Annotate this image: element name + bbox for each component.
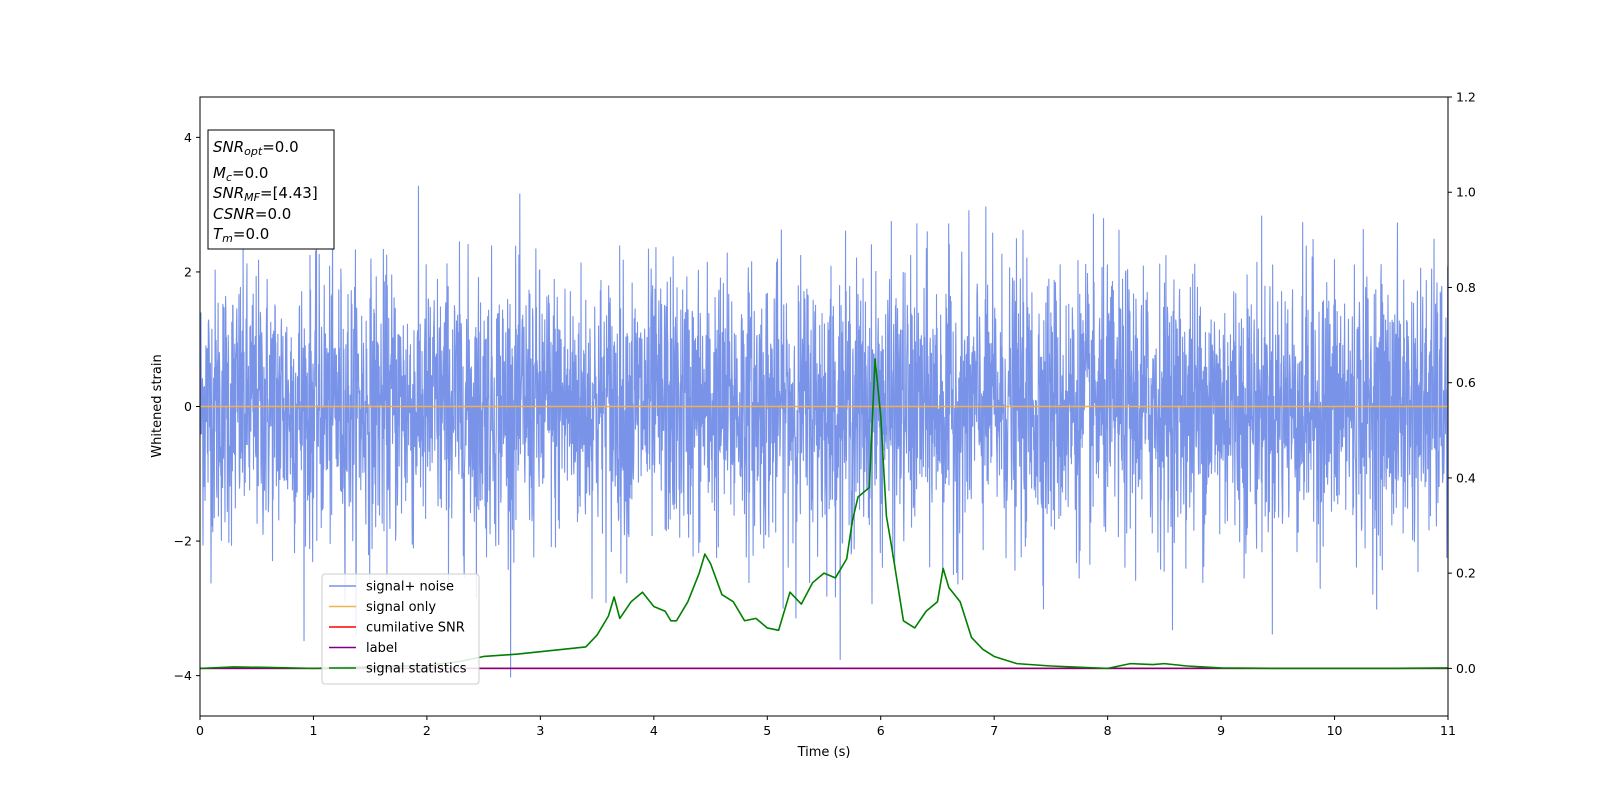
right-y-tick-label: 1.0 xyxy=(1456,185,1476,200)
x-axis-label: Time (s) xyxy=(797,745,851,760)
legend: signal+ noise signal only cumilative SNR la… xyxy=(321,573,480,685)
left-y-tick-label: −2 xyxy=(174,534,192,549)
legend-item: cumilative SNR xyxy=(329,621,465,636)
left-y-axis: −4 −2 0 2 4 xyxy=(174,130,200,683)
signal-plus-noise-series xyxy=(199,185,1449,678)
legend-label: signal statistics xyxy=(366,662,467,677)
x-tick-label: 9 xyxy=(1217,723,1225,738)
x-tick-label: 6 xyxy=(877,723,885,738)
x-axis: 0 1 2 3 4 5 6 7 8 9 10 11 xyxy=(196,716,1456,738)
y-axis-label: Whitened strain xyxy=(150,354,165,457)
x-tick-label: 8 xyxy=(1104,723,1112,738)
info-box-line: SNRMF=[4.43] xyxy=(213,184,318,204)
info-box-line: Mc=0.0 xyxy=(213,164,268,184)
x-tick-label: 7 xyxy=(990,723,998,738)
legend-item: label xyxy=(329,641,397,656)
x-tick-label: 0 xyxy=(196,723,204,738)
signal-statistics-series xyxy=(199,358,1449,670)
legend-label: signal+ noise xyxy=(366,580,454,595)
x-tick-label: 10 xyxy=(1327,723,1343,738)
info-box-line: SNRopt=0.0 xyxy=(213,138,299,158)
legend-label: label xyxy=(366,641,397,656)
legend-label: signal only xyxy=(366,600,436,615)
right-y-tick-label: 1.2 xyxy=(1456,90,1476,105)
info-box-line: CSNR=0.0 xyxy=(213,205,291,223)
x-tick-label: 11 xyxy=(1440,723,1456,738)
legend-item: signal+ noise xyxy=(329,580,454,595)
legend-label: cumilative SNR xyxy=(366,621,465,636)
left-y-tick-label: −4 xyxy=(174,668,192,683)
x-tick-label: 2 xyxy=(423,723,431,738)
right-y-tick-label: 0.4 xyxy=(1456,470,1476,485)
right-y-axis: 0.0 0.2 0.4 0.6 0.8 1.0 1.2 xyxy=(1448,90,1476,676)
left-y-tick-label: 0 xyxy=(184,399,192,414)
right-y-tick-label: 0.2 xyxy=(1456,566,1476,581)
x-tick-label: 1 xyxy=(309,723,317,738)
info-box-line: Tm=0.0 xyxy=(213,225,269,245)
x-tick-label: 3 xyxy=(536,723,544,738)
right-y-tick-label: 0.8 xyxy=(1456,280,1476,295)
left-y-tick-label: 2 xyxy=(184,264,192,279)
legend-item: signal statistics xyxy=(329,662,467,677)
x-tick-label: 4 xyxy=(650,723,658,738)
right-y-tick-label: 0.6 xyxy=(1456,375,1476,390)
left-y-tick-label: 4 xyxy=(184,130,192,145)
legend-item: signal only xyxy=(329,600,436,615)
right-y-tick-label: 0.0 xyxy=(1456,661,1476,676)
x-tick-label: 5 xyxy=(763,723,771,738)
